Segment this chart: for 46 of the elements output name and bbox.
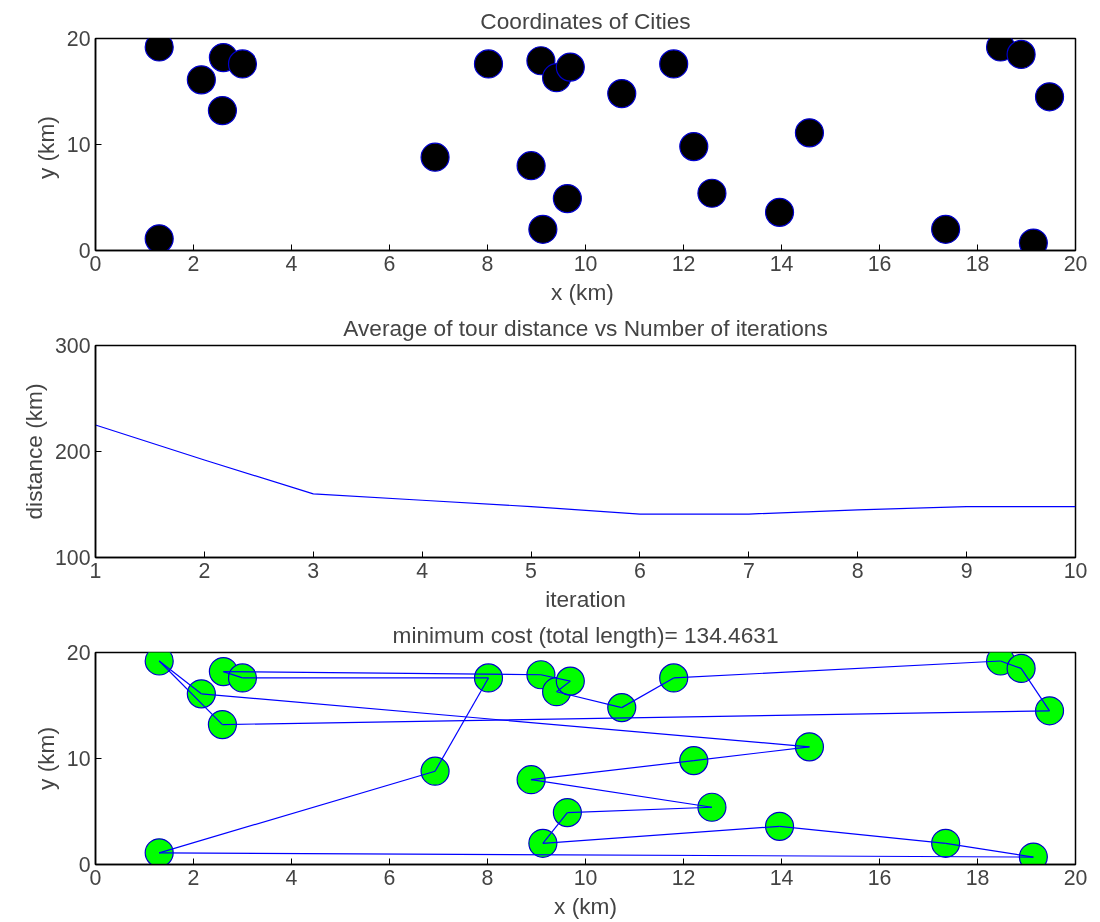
x-tick-label: 1 xyxy=(89,558,102,583)
y-axis-title: distance (km) xyxy=(20,383,47,520)
x-axis-title: x (km) xyxy=(550,278,614,305)
y-axis-title: y (km) xyxy=(32,116,59,180)
x-tick-label: 6 xyxy=(383,251,396,276)
x-tick-label: 6 xyxy=(634,558,646,583)
x-axis-title: iteration xyxy=(545,585,626,612)
x-tick-label: 9 xyxy=(960,558,973,583)
x-tick-label: 18 xyxy=(965,251,990,276)
y-tick-label: 20 xyxy=(66,641,91,665)
y-tick-label: 10 xyxy=(66,747,91,771)
x-tick-label: 4 xyxy=(285,865,298,890)
x-tick-label: 14 xyxy=(769,251,794,276)
chart-title: Coordinates of Cities xyxy=(480,7,691,34)
x-tick-label: 7 xyxy=(742,558,755,583)
x-tick-label: 10 xyxy=(573,865,598,890)
x-tick-label: 5 xyxy=(525,558,537,583)
x-tick-label: 6 xyxy=(383,865,396,890)
y-axis-title: y (km) xyxy=(32,727,59,790)
x-tick-label: 8 xyxy=(481,251,494,276)
x-tick-label: 4 xyxy=(285,251,298,276)
x-tick-label: 8 xyxy=(481,865,494,890)
x-tick-label: 4 xyxy=(416,558,429,583)
y-tick-label: 200 xyxy=(54,440,91,464)
x-tick-label: 16 xyxy=(867,865,892,890)
chart-title: minimum cost (total length)= 134.4631 xyxy=(392,621,779,648)
y-tick-label: 100 xyxy=(54,546,91,570)
x-tick-label: 18 xyxy=(965,865,990,890)
x-tick-label: 2 xyxy=(187,865,200,890)
x-axis-title: x (km) xyxy=(554,892,617,919)
y-tick-label: 300 xyxy=(54,334,91,358)
x-tick-label: 2 xyxy=(198,558,211,583)
x-tick-label: 14 xyxy=(769,865,794,890)
y-tick-label: 10 xyxy=(66,133,91,157)
x-tick-label: 10 xyxy=(573,251,598,276)
x-tick-label: 10 xyxy=(1063,558,1088,583)
x-tick-label: 8 xyxy=(851,558,864,583)
x-tick-label: 2 xyxy=(187,251,200,276)
chart-title: Average of tour distance vs Number of iterations xyxy=(343,314,828,341)
x-tick-label: 3 xyxy=(307,558,320,583)
x-tick-label: 20 xyxy=(1063,251,1088,276)
x-tick-label: 12 xyxy=(671,251,696,276)
x-tick-label: 16 xyxy=(867,251,892,276)
x-tick-label: 20 xyxy=(1063,865,1088,890)
y-tick-label: 20 xyxy=(66,27,91,51)
x-tick-label: 12 xyxy=(671,865,696,890)
